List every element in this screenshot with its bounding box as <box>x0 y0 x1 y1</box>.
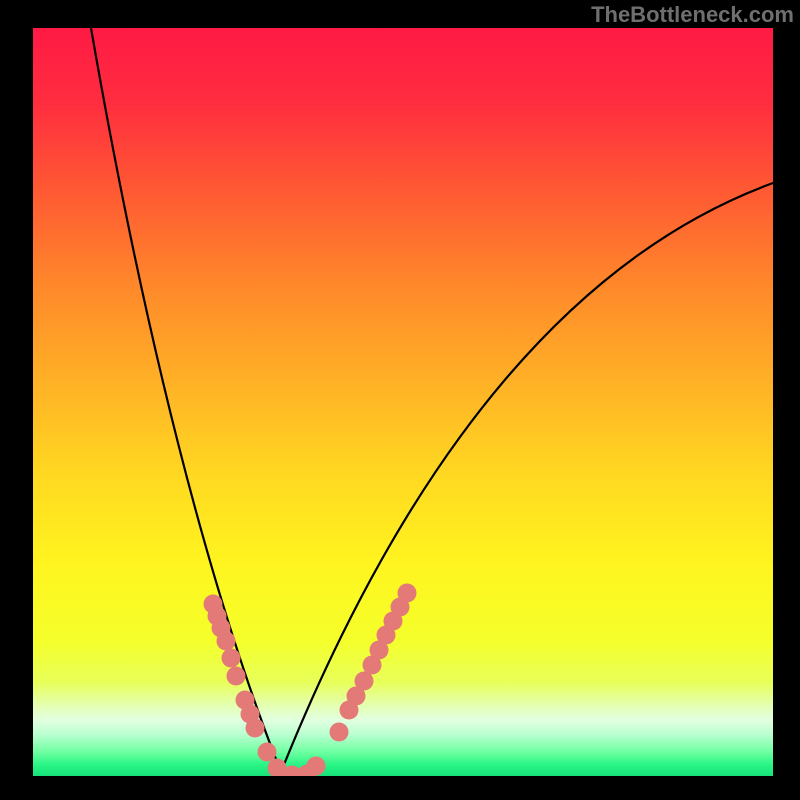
v-curve <box>91 28 773 772</box>
data-point <box>217 632 236 651</box>
data-point <box>246 719 265 738</box>
data-point <box>227 667 246 686</box>
data-point <box>330 723 349 742</box>
chart-container: TheBottleneck.com <box>0 0 800 800</box>
data-point <box>258 743 277 762</box>
plot-area <box>33 28 773 776</box>
data-points <box>204 584 417 777</box>
data-point <box>398 584 417 603</box>
data-point <box>222 649 241 668</box>
data-point <box>307 757 326 776</box>
curve-layer <box>33 28 773 776</box>
watermark-text: TheBottleneck.com <box>591 2 794 28</box>
